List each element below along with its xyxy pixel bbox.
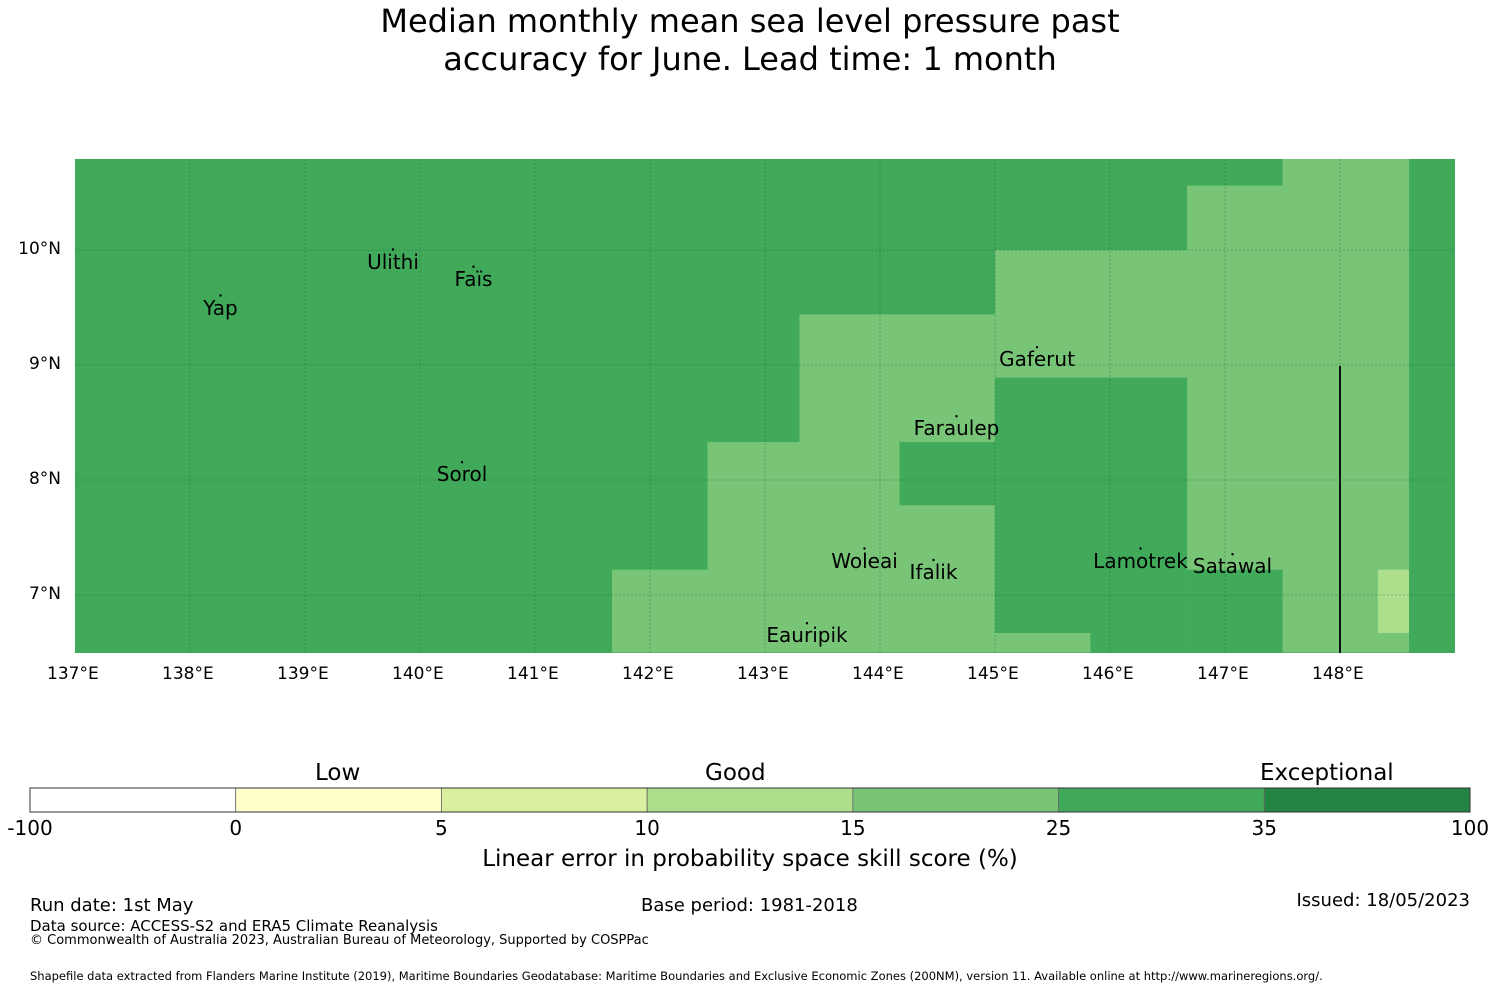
skill-cell xyxy=(1187,569,1283,653)
colorbar-label: Linear error in probability space skill … xyxy=(482,846,1018,872)
colorbar-segment xyxy=(1263,787,1471,813)
colorbar-segment xyxy=(646,787,854,813)
place-label: Gaferut xyxy=(999,347,1075,372)
island-marker xyxy=(391,248,395,251)
island-marker xyxy=(805,622,809,625)
title-line-1: Median monthly mean sea level pressure p… xyxy=(380,2,1120,40)
graticule xyxy=(75,159,1455,653)
skill-cell xyxy=(1377,569,1409,633)
longitude-tick-label: 140°E xyxy=(392,664,444,684)
island-marker xyxy=(460,461,464,464)
place-label: Ifalik xyxy=(909,560,958,584)
colorbar-tick-label: 0 xyxy=(229,816,243,840)
latitude-tick-label: 8°N xyxy=(28,469,61,489)
issued-date: Issued: 18/05/2023 xyxy=(1296,890,1470,911)
longitude-tick-label: 143°E xyxy=(737,664,789,684)
place-label: Yap xyxy=(203,295,238,320)
place-label: Sorol xyxy=(436,462,488,487)
place-label: Faraulep xyxy=(913,416,1000,441)
category-exceptional: Exceptional xyxy=(1260,760,1394,786)
skill-cell xyxy=(612,569,708,653)
colorbar-border xyxy=(29,787,1471,813)
category-low: Low xyxy=(315,760,361,786)
island-marker xyxy=(472,265,475,268)
place-label: Woleai xyxy=(831,548,898,573)
longitude-tick-label: 144°E xyxy=(852,664,904,684)
longitude-tick-label: 148°E xyxy=(1312,664,1364,684)
longitude-tick-label: 137°E xyxy=(47,664,99,684)
colorbar-tick-label: 5 xyxy=(435,816,448,840)
colorbar-tick-label: 100 xyxy=(1450,816,1490,840)
data-source: Data source: ACCESS-S2 and ERA5 Climate … xyxy=(30,917,438,935)
longitude-tick-label: 142°E xyxy=(622,664,674,684)
skill-cell xyxy=(995,377,1188,633)
island-marker xyxy=(955,415,958,418)
skill-cell xyxy=(1090,632,1188,653)
skill-map xyxy=(75,159,1455,653)
chart-title: Median monthly mean sea level pressure p… xyxy=(0,2,1500,78)
latitude-tick-label: 10°N xyxy=(18,239,61,259)
colorbar-tick-label: -100 xyxy=(7,816,53,840)
shapefile-credit: Shapefile data extracted from Flanders M… xyxy=(30,969,1323,983)
colorbar-segment xyxy=(1058,787,1265,813)
island-marker xyxy=(219,294,222,297)
place-label: Ulithi xyxy=(367,249,419,274)
latitude-tick-label: 9°N xyxy=(28,354,61,374)
place-label: Satawal xyxy=(1192,554,1273,579)
copyright: © Commonwealth of Australia 2023, Austra… xyxy=(30,933,649,948)
longitude-tick-label: 146°E xyxy=(1082,664,1134,684)
island-marker xyxy=(1035,346,1039,349)
colorbar-tick-label: 35 xyxy=(1251,816,1278,840)
colorbar-tick-label: 15 xyxy=(840,816,866,840)
longitude-tick-label: 141°E xyxy=(507,664,559,684)
longitude-tick-label: 139°E xyxy=(277,664,329,684)
skill-cell xyxy=(995,632,1091,653)
colorbar xyxy=(29,787,1471,813)
skill-cells xyxy=(75,159,1409,653)
island-marker xyxy=(863,547,866,550)
colorbar-tick-label: 25 xyxy=(1045,816,1072,840)
place-label: Lamotrek xyxy=(1093,548,1188,573)
place-label: Faïs xyxy=(454,266,493,291)
run-date: Run date: 1st May xyxy=(30,895,194,916)
colorbar-segment xyxy=(852,787,1059,813)
longitude-tick-label: 145°E xyxy=(967,664,1019,684)
place-label: Eauripik xyxy=(766,623,848,648)
colorbar-segment xyxy=(235,787,442,813)
base-period: Base period: 1981-2018 xyxy=(641,895,858,916)
island-marker xyxy=(932,558,935,562)
island-marker xyxy=(1139,547,1142,550)
skill-cell xyxy=(707,442,800,653)
colorbar-segment xyxy=(441,787,648,813)
latitude-tick-label: 7°N xyxy=(28,584,61,604)
island-marker xyxy=(1231,553,1234,556)
colorbar-tick-label: 10 xyxy=(634,816,660,840)
title-line-2: accuracy for June. Lead time: 1 month xyxy=(443,40,1057,78)
category-good: Good xyxy=(705,760,766,786)
longitude-tick-label: 147°E xyxy=(1197,664,1249,684)
skill-cell xyxy=(899,442,995,506)
longitude-tick-label: 138°E xyxy=(162,664,214,684)
island-markers xyxy=(219,248,1234,625)
colorbar-segment xyxy=(29,787,237,813)
